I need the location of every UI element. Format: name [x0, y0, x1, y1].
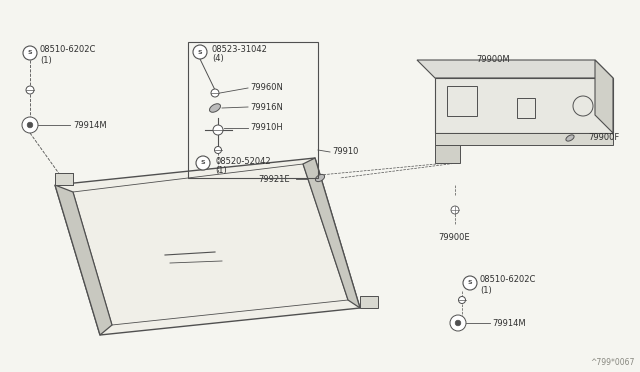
Circle shape: [27, 122, 33, 128]
Text: 79900E: 79900E: [438, 234, 470, 243]
Text: 79960N: 79960N: [250, 83, 283, 92]
Text: S: S: [28, 51, 32, 55]
Text: 79914M: 79914M: [492, 318, 525, 327]
Text: 79916N: 79916N: [250, 103, 283, 112]
Circle shape: [23, 46, 37, 60]
Text: (1): (1): [40, 55, 52, 64]
Polygon shape: [435, 145, 460, 163]
Polygon shape: [417, 60, 613, 78]
Circle shape: [214, 147, 221, 154]
Text: ^799*0067: ^799*0067: [591, 358, 635, 367]
Polygon shape: [595, 60, 613, 133]
Polygon shape: [55, 185, 112, 335]
Polygon shape: [55, 173, 73, 185]
Bar: [447, 86, 477, 116]
Circle shape: [211, 89, 219, 97]
Bar: [517, 98, 535, 118]
Text: 08520-52042: 08520-52042: [215, 157, 271, 166]
Text: 79900F: 79900F: [588, 134, 620, 142]
Text: 79910: 79910: [332, 147, 358, 155]
Text: 08510-6202C: 08510-6202C: [40, 45, 97, 55]
Ellipse shape: [209, 104, 221, 112]
Text: S: S: [198, 49, 202, 55]
Text: 79914M: 79914M: [73, 121, 107, 129]
Text: 79921E: 79921E: [259, 174, 290, 183]
Text: (1): (1): [480, 285, 492, 295]
Text: 79900M: 79900M: [476, 55, 509, 64]
Circle shape: [455, 320, 461, 326]
Circle shape: [22, 117, 38, 133]
Circle shape: [463, 276, 477, 290]
Polygon shape: [303, 158, 360, 308]
Bar: [188, 42, 318, 178]
Circle shape: [213, 125, 223, 135]
Circle shape: [193, 45, 207, 59]
Ellipse shape: [316, 174, 324, 182]
Text: 79910H: 79910H: [250, 124, 283, 132]
Polygon shape: [360, 296, 378, 308]
Circle shape: [450, 315, 466, 331]
Text: S: S: [468, 280, 472, 285]
Text: S: S: [201, 160, 205, 166]
Text: 08523-31042: 08523-31042: [212, 45, 268, 54]
Ellipse shape: [566, 135, 574, 141]
Circle shape: [196, 156, 210, 170]
Polygon shape: [55, 158, 360, 335]
Circle shape: [26, 86, 34, 94]
Text: 08510-6202C: 08510-6202C: [480, 276, 536, 285]
Text: (4): (4): [212, 55, 224, 64]
Circle shape: [451, 206, 459, 214]
Text: (1): (1): [215, 166, 227, 174]
Circle shape: [458, 296, 465, 304]
Polygon shape: [435, 78, 613, 133]
Polygon shape: [435, 133, 613, 145]
